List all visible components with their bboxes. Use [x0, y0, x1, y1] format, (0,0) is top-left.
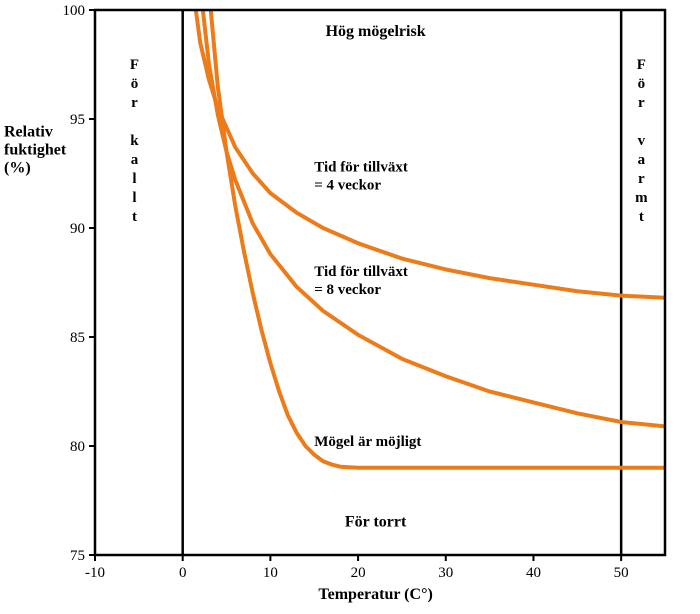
vertical-label: a: [131, 152, 139, 168]
curve-label: = 4 veckor: [314, 177, 381, 193]
curve-label: Mögel är möjligt: [314, 434, 421, 450]
vertical-label: F: [130, 57, 139, 73]
vertical-label: ö: [131, 76, 139, 92]
curve-label: Tid för tillväxt: [314, 264, 408, 280]
x-tick-label: 20: [351, 565, 366, 581]
vertical-label: r: [638, 95, 645, 111]
x-tick-label: 40: [526, 565, 541, 581]
vertical-label: ö: [638, 76, 646, 92]
x-tick-label: -10: [85, 565, 105, 581]
y-axis-title: Relativ: [4, 123, 53, 140]
vertical-label: l: [132, 190, 136, 206]
vertical-label: a: [638, 152, 646, 168]
vertical-label: r: [131, 95, 138, 111]
y-tick-label: 85: [70, 330, 85, 346]
y-tick-label: 80: [70, 439, 85, 455]
y-tick-label: 95: [70, 112, 85, 128]
vertical-label: k: [130, 133, 139, 149]
x-tick-label: 10: [263, 565, 278, 581]
vertical-label: t: [132, 209, 137, 225]
x-tick-label: 0: [179, 565, 187, 581]
y-axis-title: fuktighet: [4, 141, 67, 158]
region-label: För torrt: [345, 514, 407, 531]
y-tick-label: 75: [70, 548, 85, 564]
x-tick-label: 30: [438, 565, 453, 581]
x-axis-title: Temperatur (C°): [318, 586, 432, 603]
mold-risk-chart: -10 0 10 20 30 40 50 Temperatur (C°) 75 80 85 90 95 1…: [0, 0, 700, 614]
y-axis-title: (%): [4, 159, 31, 176]
curve-label: = 8 veckor: [314, 282, 381, 298]
curve-label: Tid för tillväxt: [314, 159, 408, 175]
vertical-label: l: [132, 171, 136, 187]
vertical-label: r: [638, 171, 645, 187]
x-tick-label: 50: [614, 565, 629, 581]
vertical-label: t: [639, 209, 644, 225]
vertical-label: m: [635, 190, 648, 206]
vertical-label: v: [638, 133, 646, 149]
y-tick-label: 90: [70, 221, 85, 237]
vertical-label: F: [637, 57, 646, 73]
y-tick-label: 100: [63, 3, 86, 19]
region-label: Hög mögelrisk: [326, 23, 426, 40]
